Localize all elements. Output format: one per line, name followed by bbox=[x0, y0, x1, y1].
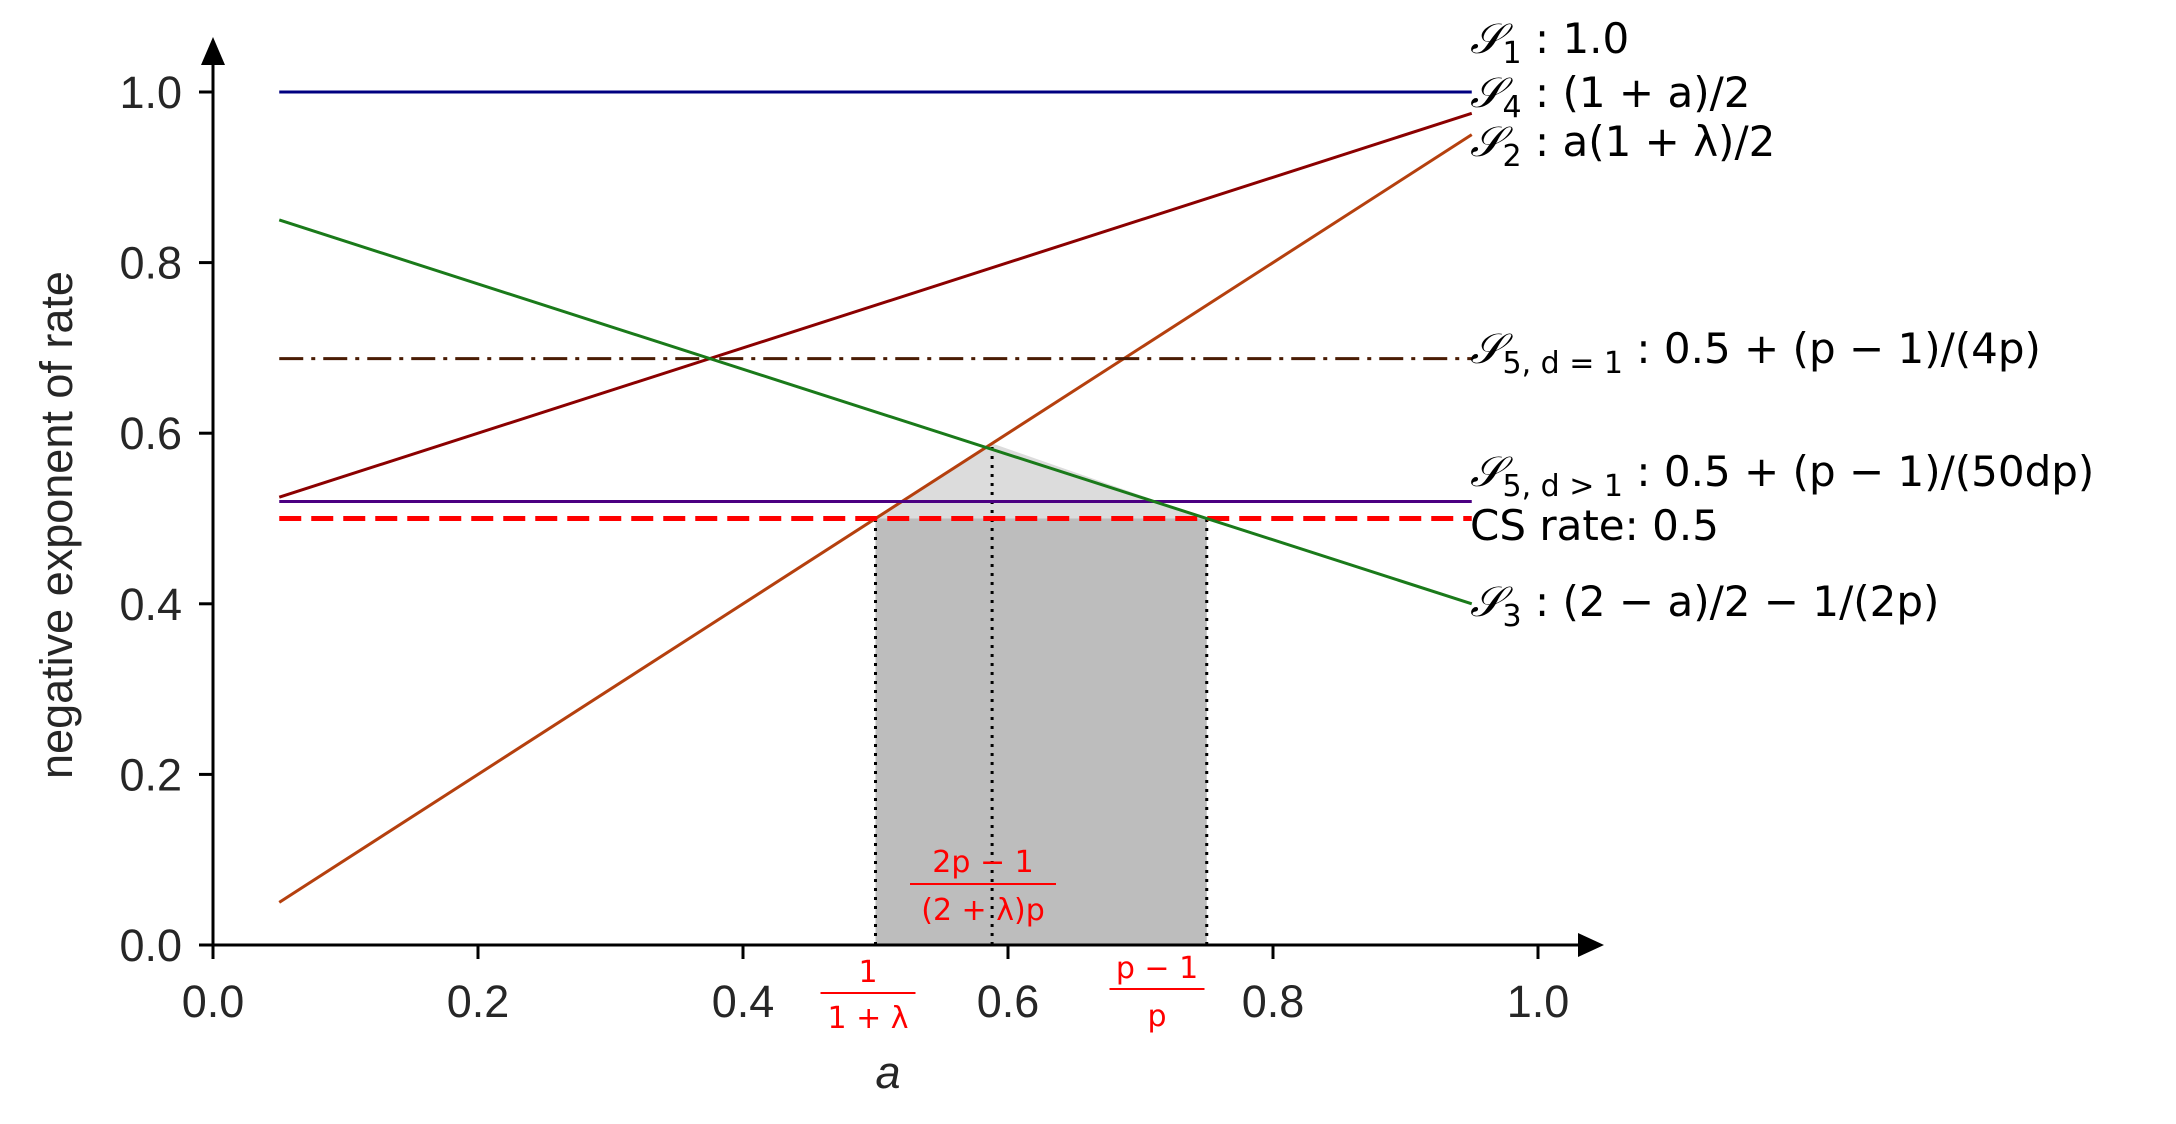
x-axis-label: a bbox=[875, 1047, 900, 1098]
series-label-3: 𝒮2 : a(1 + λ)/2 bbox=[1470, 117, 1775, 174]
series-line-2 bbox=[278, 111, 1473, 499]
axes-group bbox=[201, 37, 1604, 957]
vertical-markers-group bbox=[874, 443, 1209, 945]
y-axis-arrow-icon bbox=[201, 37, 225, 65]
y-tick-label: 0.8 bbox=[119, 238, 182, 289]
series-labels-group: 𝒮1 : 1.0𝒮4 : (1 + a)/2𝒮2 : a(1 + λ)/2 𝒮5,… bbox=[1470, 14, 2094, 634]
marker-label-denominator-3: p bbox=[1147, 999, 1166, 1034]
marker-label-denominator-2: (2 + λ)p bbox=[921, 893, 1045, 928]
y-tick-label: 0.6 bbox=[119, 408, 182, 459]
marker-labels-group: 1 1 + λ 2p − 1 (2 + λ)p p − 1 p bbox=[820, 845, 1205, 1036]
marker-label-numerator-2: 2p − 1 bbox=[932, 845, 1033, 880]
series-label-1: 𝒮1 : 1.0 bbox=[1470, 14, 1629, 71]
series-label-6: CS rate: 0.5 bbox=[1470, 501, 1719, 550]
x-tick-label: 0.8 bbox=[1242, 976, 1305, 1027]
series-line-7 bbox=[278, 218, 1473, 606]
y-tick-label: 0.2 bbox=[119, 749, 182, 800]
x-tick-label: 0.2 bbox=[447, 976, 510, 1027]
series-label-7: 𝒮3 : (2 − a)/2 − 1/(2p) bbox=[1470, 577, 1939, 634]
ticks-group: 0.0 0.2 0.4 0.6 0.8 1.0 0.0 0.2 0.4 0.6 0.8 1.0 bbox=[119, 67, 1569, 1027]
x-tick-label: 1.0 bbox=[1507, 976, 1570, 1027]
y-tick-label: 1.0 bbox=[119, 67, 182, 118]
series-label-2: 𝒮4 : (1 + a)/2 bbox=[1470, 68, 1750, 125]
x-tick-label: 0.4 bbox=[712, 976, 775, 1027]
series-label-5: 𝒮5, d > 1 : 0.5 + (p − 1)/(50dp) bbox=[1470, 447, 2094, 504]
y-tick-label: 0.0 bbox=[119, 920, 182, 971]
marker-label-numerator-1: 1 bbox=[858, 955, 877, 990]
series-label-4: 𝒮5, d = 1 : 0.5 + (p − 1)/(4p) bbox=[1470, 324, 2041, 381]
marker-label-numerator-3: p − 1 bbox=[1116, 951, 1198, 986]
series-group bbox=[278, 90, 1473, 904]
y-axis-label: negative exponent of rate bbox=[31, 271, 82, 779]
marker-label-denominator-1: 1 + λ bbox=[827, 1001, 908, 1036]
shaded-region-group bbox=[875, 443, 1207, 945]
x-axis-arrow-icon bbox=[1578, 933, 1604, 957]
x-tick-label: 0.6 bbox=[977, 976, 1040, 1027]
light-triangle-region bbox=[875, 443, 1207, 519]
shaded-region bbox=[875, 518, 1207, 945]
x-tick-label: 0.0 bbox=[182, 976, 245, 1027]
y-tick-label: 0.4 bbox=[119, 579, 182, 630]
